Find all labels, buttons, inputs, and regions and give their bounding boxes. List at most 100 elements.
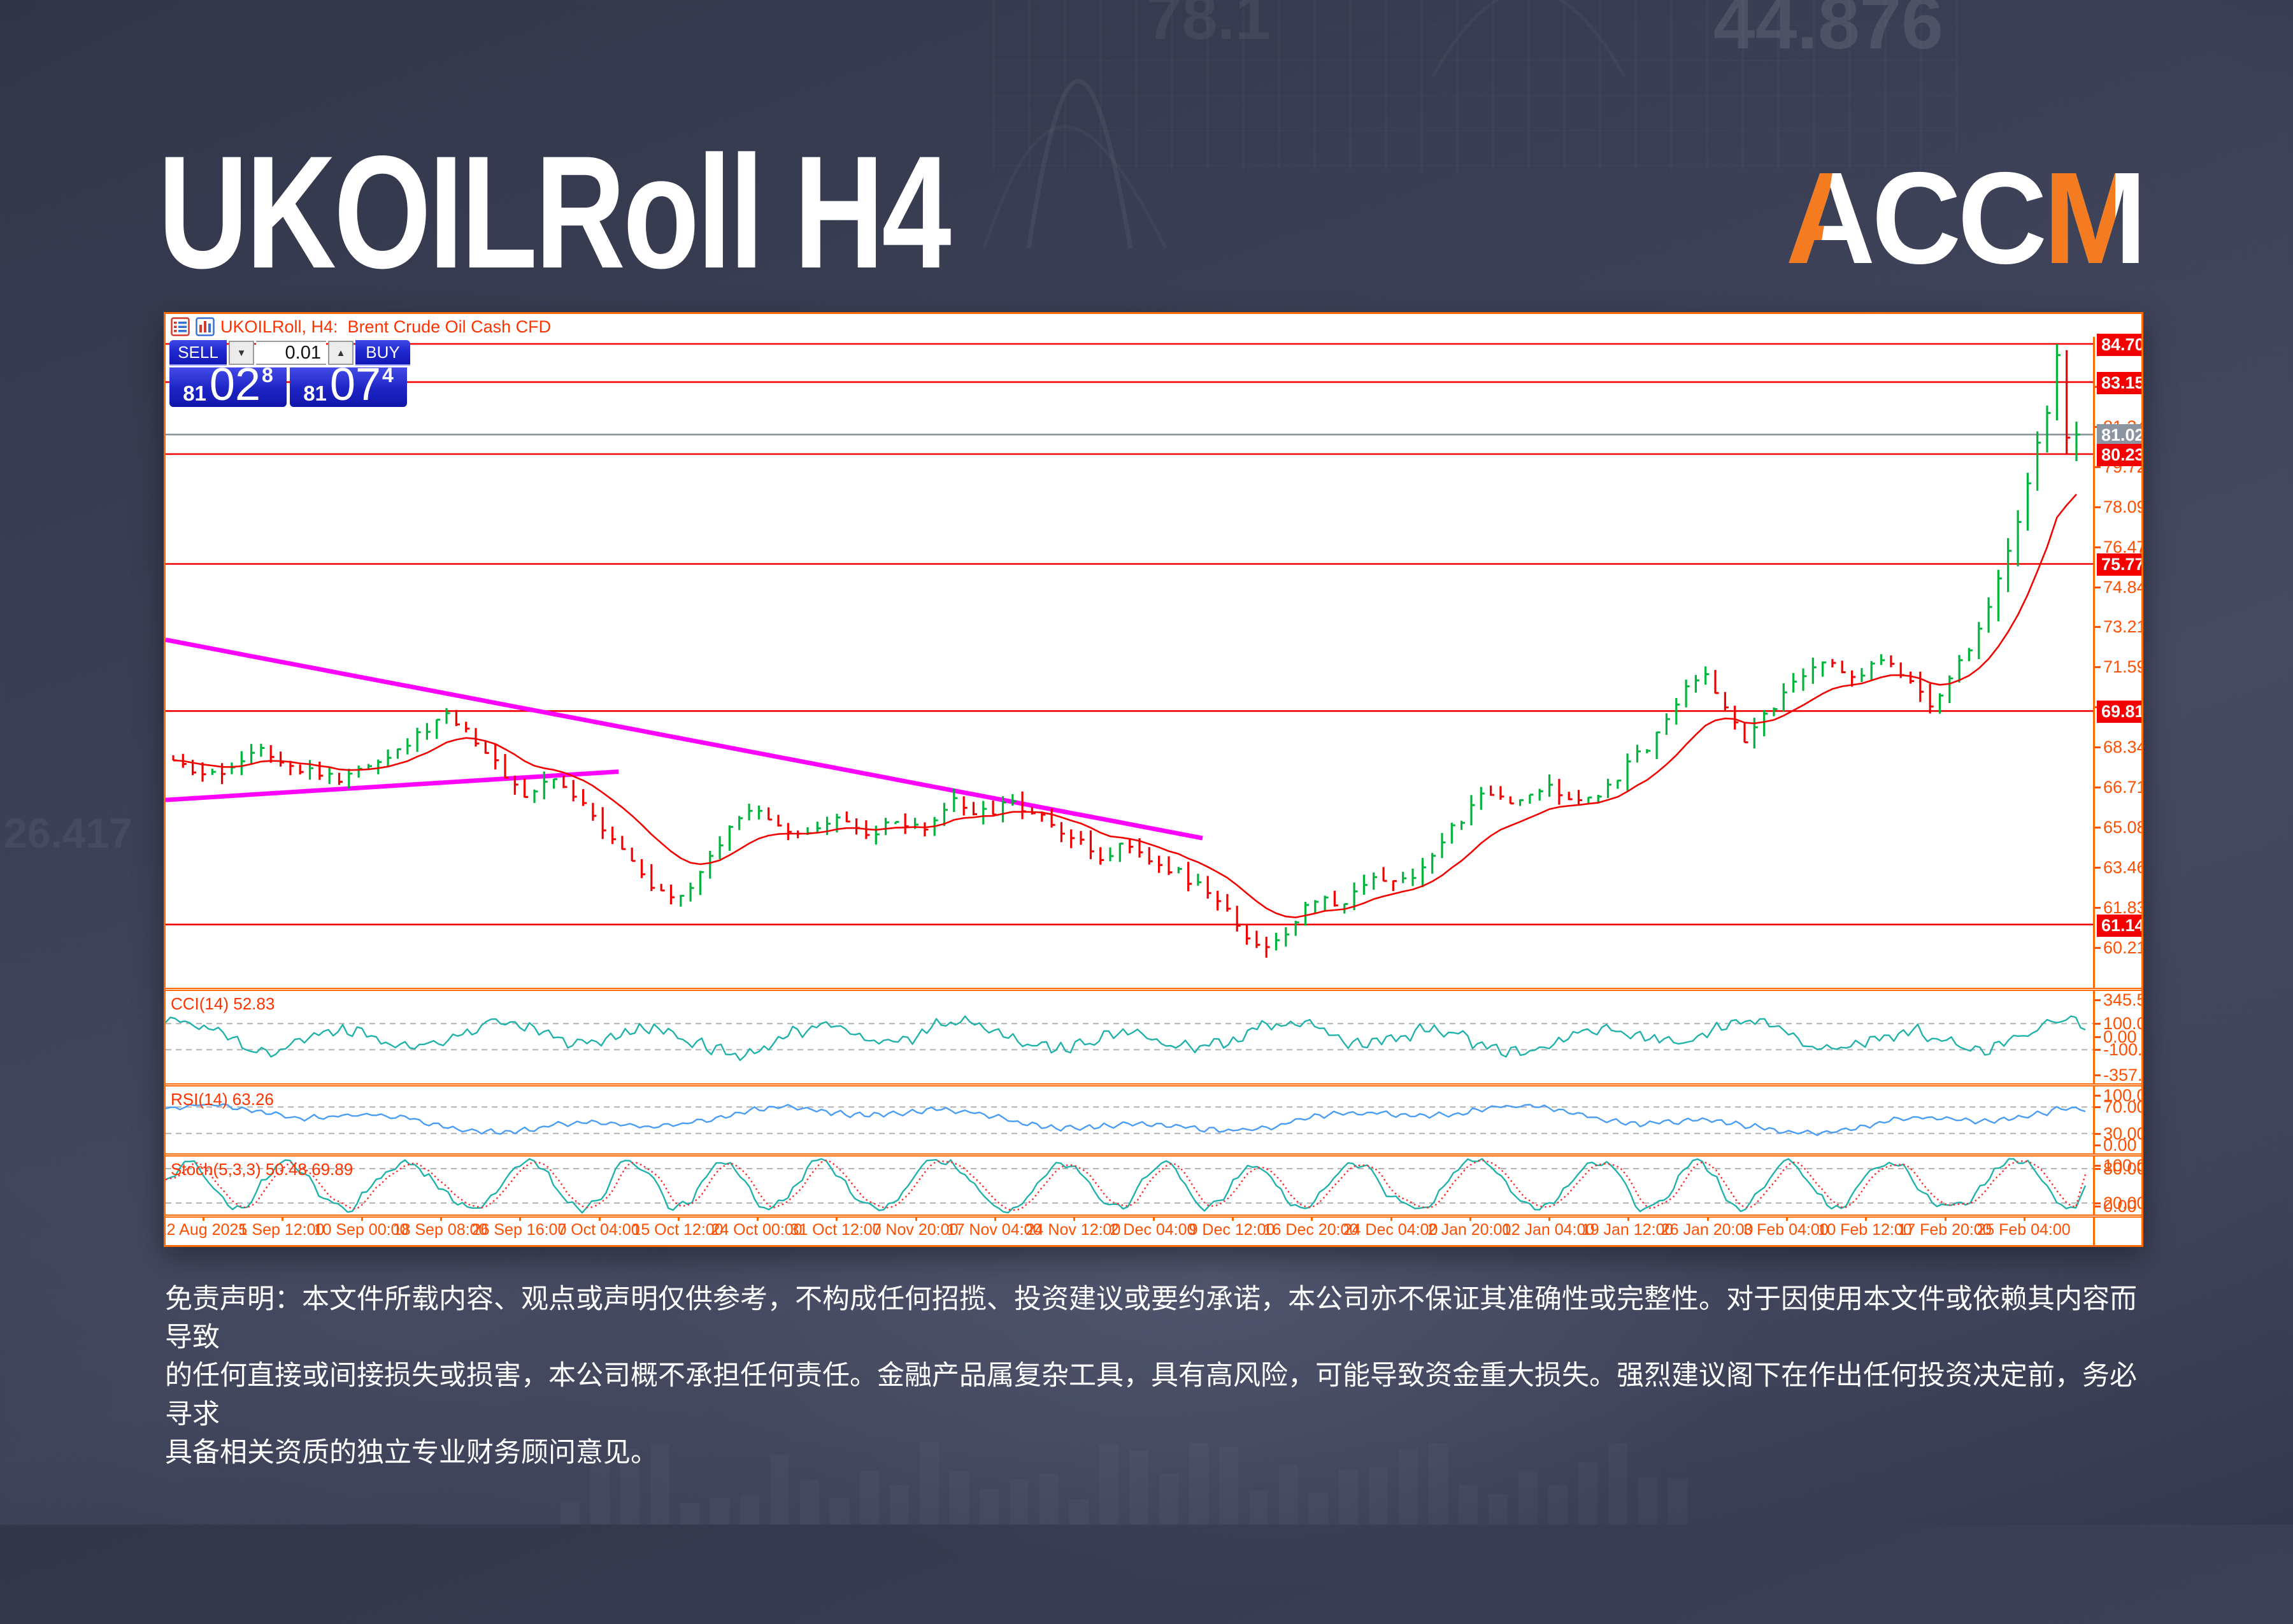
time-axis-tick — [1548, 1214, 1550, 1221]
price-tick: 63.463 — [2095, 858, 2141, 877]
time-axis-label: 2 Jan 20:00 — [1427, 1221, 1511, 1239]
stoch-canvas[interactable] — [166, 1157, 2093, 1214]
list-icon[interactable] — [171, 317, 190, 336]
bar-chart-icon[interactable] — [196, 317, 215, 336]
time-axis-label: 22 Aug 2025 — [164, 1221, 248, 1239]
time-axis-label: 17 Feb 20:00 — [1897, 1221, 1992, 1239]
time-axis-tick — [678, 1214, 680, 1221]
time-axis-tick — [836, 1214, 838, 1221]
watermark-number: 26.417 — [4, 809, 132, 857]
indicator-scale-tick: 0.00 — [2095, 1027, 2137, 1046]
pane-separator — [166, 1153, 2141, 1157]
time-axis-label: 31 Oct 12:00 — [790, 1221, 882, 1239]
time-axis-tick — [757, 1214, 759, 1221]
time-axis-tick — [282, 1214, 283, 1221]
time-axis-label: 10 Sep 00:00 — [313, 1221, 409, 1239]
indicator-scale-tick: 70.00 — [2095, 1097, 2141, 1116]
price-axis-line — [2093, 337, 2095, 1245]
time-axis-tick — [361, 1214, 363, 1221]
chart-header: UKOILRoll, H4: Brent Crude Oil Cash CFD — [166, 314, 2141, 339]
time-axis-tick — [1707, 1214, 1709, 1221]
time-axis-label: 15 Oct 12:00 — [632, 1221, 724, 1239]
price-tick: 60.211 — [2095, 938, 2141, 957]
logo-letter-c2: C — [1957, 145, 2048, 291]
price-level-badge: 69.811 — [2097, 701, 2141, 723]
indicator-scale-tick: 0.00 — [2095, 1197, 2137, 1216]
indicator-label-rsi: RSI(14) 63.26 — [171, 1090, 274, 1109]
price-tick: 71.593 — [2095, 657, 2141, 676]
time-axis-tick — [599, 1214, 601, 1221]
pane-separator — [166, 988, 2141, 991]
volume-decrease-button[interactable]: ▼ — [229, 341, 254, 365]
logo-letter-c1: C — [1871, 145, 1962, 291]
time-axis-label: 1 Sep 12:00 — [238, 1221, 325, 1239]
price-tick: 65.089 — [2095, 818, 2141, 837]
pane-separator — [166, 1083, 2141, 1086]
indicator-scale-tick: 345.59 — [2095, 990, 2141, 1009]
time-axis-label: 17 Nov 04:00 — [946, 1221, 1042, 1239]
time-axis-label: 16 Dec 20:00 — [1263, 1221, 1359, 1239]
cci-canvas[interactable] — [166, 992, 2093, 1083]
buy-button[interactable]: BUY — [355, 340, 410, 366]
price-tick: 68.341 — [2095, 737, 2141, 757]
main-chart-canvas[interactable] — [166, 339, 2093, 988]
time-axis-label: 24 Nov 12:00 — [1025, 1221, 1121, 1239]
time-axis-tick — [440, 1214, 442, 1221]
time-axis-tick — [1153, 1214, 1155, 1221]
time-axis-tick — [1232, 1214, 1234, 1221]
price-tick: 76.471 — [2095, 538, 2141, 557]
volume-input[interactable]: 0.01 — [256, 341, 326, 365]
time-axis-label: 24 Oct 00:00 — [711, 1221, 803, 1239]
price-tick: 66.715 — [2095, 778, 2141, 797]
time-axis-label: 25 Feb 04:00 — [1976, 1221, 2071, 1239]
buy-price[interactable]: 81 07 4 — [290, 362, 407, 408]
time-axis-label: 7 Nov 20:00 — [872, 1221, 959, 1239]
time-axis-tick — [2024, 1214, 2025, 1221]
indicator-scale-tick: -100.00 — [2095, 1040, 2141, 1059]
page-title: UKOILRoll H4 — [158, 123, 952, 302]
pane-separator — [166, 1214, 2141, 1218]
background-decoration — [0, 0, 2293, 1525]
price-level-badge: 75.777 — [2097, 553, 2141, 576]
time-axis-tick — [1786, 1214, 1788, 1221]
time-axis-tick — [1311, 1214, 1313, 1221]
price-level-badge: 83.156 — [2097, 372, 2141, 394]
one-click-trading-panel: SELL ▼ 0.01 ▲ BUY 81 02 8 81 07 4 — [169, 340, 410, 408]
time-axis-tick — [994, 1214, 996, 1221]
price-level-badge: 61.145 — [2097, 915, 2141, 937]
price-tick: 61.837 — [2095, 898, 2141, 917]
price-tick: 73.219 — [2095, 617, 2141, 636]
chart-symbol-title: UKOILRoll, H4: Brent Crude Oil Cash CFD — [220, 317, 552, 336]
time-axis-tick — [1627, 1214, 1629, 1221]
indicator-scale-tick: 100.00 — [2095, 1156, 2141, 1175]
indicator-scale-tick: 100.00 — [2095, 1014, 2141, 1033]
indicator-scale-tick: 30.00 — [2095, 1124, 2141, 1143]
time-axis-label: 26 Sep 16:00 — [471, 1221, 567, 1239]
indicator-scale-tick: 100.00 — [2095, 1086, 2141, 1105]
price-tick: 78.097 — [2095, 497, 2141, 516]
time-axis-label: 12 Jan 04:00 — [1502, 1221, 1595, 1239]
sell-price[interactable]: 81 02 8 — [169, 362, 287, 408]
rsi-canvas[interactable] — [166, 1087, 2093, 1153]
time-axis-tick — [1865, 1214, 1867, 1221]
time-axis-tick — [519, 1214, 521, 1221]
price-level-badge: 84.704 — [2097, 334, 2141, 356]
chart-window[interactable]: UKOILRoll, H4: Brent Crude Oil Cash CFD … — [164, 312, 2143, 1247]
time-axis-label: 18 Sep 08:00 — [392, 1221, 488, 1239]
time-axis-tick — [1469, 1214, 1471, 1221]
indicator-label-stoch: Stoch(5,3,3) 50.48 69.89 — [171, 1160, 354, 1179]
time-axis-label: 19 Jan 12:00 — [1581, 1221, 1674, 1239]
indicator-scale-tick: 0.00 — [2095, 1136, 2137, 1155]
volume-increase-button[interactable]: ▲ — [328, 341, 354, 365]
price-level-badge: 81.028 — [2097, 424, 2141, 446]
sell-button[interactable]: SELL — [169, 340, 227, 366]
watermark-number: 44.876 — [1713, 0, 1943, 65]
price-level-badge: 80.235 — [2097, 444, 2141, 466]
time-axis-tick — [1073, 1214, 1075, 1221]
time-axis-label: 2 Dec 04:00 — [1110, 1221, 1196, 1239]
time-axis-label: 26 Jan 20:00 — [1661, 1221, 1754, 1239]
time-axis-tick — [1390, 1214, 1392, 1221]
